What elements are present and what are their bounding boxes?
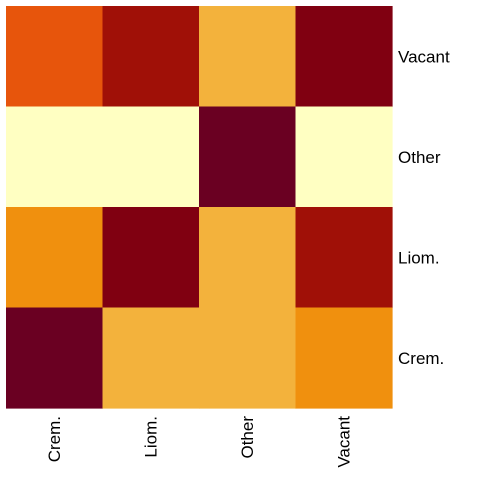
x-tick-label: Vacant (334, 416, 353, 468)
heatmap-cell (295, 106, 393, 208)
x-tick-label: Crem. (45, 416, 64, 462)
heatmap-cell (6, 6, 104, 108)
y-tick-label: Crem. (398, 349, 444, 368)
y-tick-label: Vacant (398, 47, 450, 66)
heatmap-cell (6, 307, 104, 409)
heatmap-cell (199, 6, 297, 108)
heatmap-cell (199, 106, 297, 208)
heatmap-cell (102, 207, 200, 309)
x-tick-label: Other (238, 416, 257, 459)
heatmap-cells (6, 6, 393, 409)
heatmap-cell (102, 106, 200, 208)
heatmap-cell (199, 207, 297, 309)
y-tick-label: Liom. (398, 248, 440, 267)
y-tick-labels: Vacant Other Liom. Crem. (398, 47, 450, 368)
x-tick-label: Liom. (141, 416, 160, 458)
heatmap-cell (102, 6, 200, 108)
heatmap-cell (6, 207, 104, 309)
heatmap-cell (295, 207, 393, 309)
heatmap-cell (295, 6, 393, 108)
heatmap-cell (6, 106, 104, 208)
x-tick-labels: Crem. Liom. Other Vacant (45, 416, 354, 468)
heatmap-cell (102, 307, 200, 409)
heatmap-cell (295, 307, 393, 409)
heatmap-cell (199, 307, 297, 409)
y-tick-label: Other (398, 148, 441, 167)
